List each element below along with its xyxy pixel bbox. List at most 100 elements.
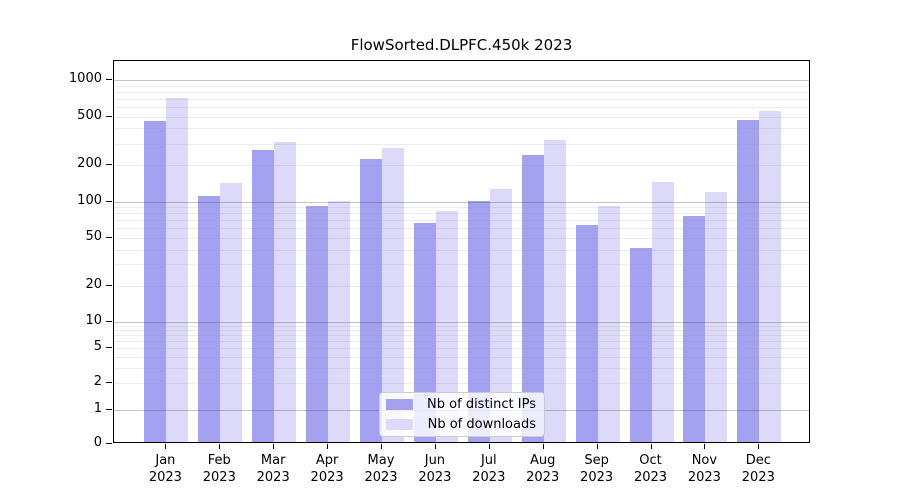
gridline-minor-20 (114, 285, 809, 287)
x-tick-mar (273, 444, 275, 449)
legend-swatch-downloads (386, 419, 413, 430)
plot-area (113, 60, 810, 443)
gridline-minor-70 (114, 220, 809, 222)
gridline-minor-5 (114, 348, 809, 350)
bar-feb-ips (198, 195, 221, 442)
bar-may-downloads (382, 148, 404, 442)
gridline-major-10 (114, 321, 809, 323)
bar-oct-downloads (651, 181, 674, 442)
bar-sep-downloads (597, 205, 620, 442)
x-tick-label-jan: Jan 2023 (148, 453, 182, 485)
gridline-minor-200 (114, 165, 809, 167)
gridline-minor-30 (114, 264, 809, 266)
legend-item-downloads: Nb of downloads (380, 417, 544, 433)
y-tick-0 (106, 443, 112, 444)
x-tick-label-feb: Feb 2023 (202, 453, 236, 485)
y-tick-label-1: 1 (93, 400, 102, 416)
x-tick-nov (704, 444, 706, 449)
gridline-minor-500 (114, 116, 809, 118)
y-tick-label-0: 0 (93, 435, 102, 450)
chart-title: FlowSorted.DLPFC.450k 2023 (350, 36, 573, 54)
gridline-minor-8 (114, 330, 809, 332)
legend-item-distinct-ips: Nb of distinct IPs (380, 397, 544, 413)
x-tick-jul (488, 444, 490, 449)
y-tick-200 (106, 164, 112, 166)
y-tick-1000 (106, 79, 112, 80)
gridline-minor-40 (114, 249, 809, 251)
bar-mar-ips (252, 150, 275, 442)
x-tick-jun (434, 444, 436, 449)
y-tick-label-1000: 1000 (68, 71, 102, 86)
x-tick-apr (327, 444, 329, 449)
legend-label-downloads: Nb of downloads (427, 417, 536, 432)
bar-aug-downloads (543, 140, 566, 442)
y-tick-1 (106, 408, 112, 410)
legend-label-distinct-ips: Nb of distinct IPs (427, 397, 536, 412)
x-tick-jan (165, 444, 167, 449)
gridline-minor-900 (114, 85, 809, 87)
y-tick-label-5: 5 (93, 339, 102, 355)
y-tick-label-2: 2 (93, 374, 102, 390)
x-tick-may (381, 444, 382, 449)
gridline-minor-700 (114, 98, 809, 100)
gridline-major-1000 (114, 80, 809, 81)
legend: Nb of distinct IPs Nb of downloads (379, 392, 545, 437)
bar-oct-ips (629, 247, 652, 442)
gridline-minor-4 (114, 356, 809, 358)
y-tick-100 (106, 200, 112, 202)
x-tick-feb (219, 444, 221, 449)
y-tick-label-500: 500 (77, 107, 102, 123)
gridline-minor-9 (114, 325, 809, 327)
bar-apr-downloads (328, 201, 351, 442)
y-tick-2 (106, 382, 112, 384)
bar-mar-downloads (274, 141, 297, 442)
y-tick-500 (106, 115, 112, 117)
y-tick-10 (106, 320, 112, 322)
x-tick-oct (650, 444, 652, 449)
bar-jun-downloads (435, 211, 458, 442)
y-tick-label-50: 50 (85, 228, 102, 244)
x-tick-label-dec: Dec 2023 (741, 453, 775, 485)
bar-dec-ips (737, 119, 760, 442)
y-tick-50 (106, 236, 112, 238)
x-tick-aug (542, 444, 544, 449)
y-tick-label-10: 10 (85, 312, 102, 328)
gridline-minor-800 (114, 91, 809, 93)
gridline-minor-50 (114, 237, 809, 239)
gridline-minor-300 (114, 143, 809, 145)
gridline-minor-90 (114, 207, 809, 209)
x-tick-label-may: May 2023 (364, 453, 398, 485)
y-tick-20 (106, 284, 112, 286)
bar-aug-ips (521, 154, 544, 442)
bar-jan-downloads (166, 97, 189, 442)
bar-sep-ips (575, 224, 598, 442)
bar-may-ips (360, 158, 382, 442)
gridline-minor-2 (114, 383, 809, 385)
gridline-minor-7 (114, 335, 809, 337)
gridline-minor-80 (114, 213, 809, 215)
x-tick-label-jul: Jul 2023 (472, 453, 506, 485)
bar-nov-ips (683, 216, 706, 442)
legend-swatch-distinct-ips (386, 399, 413, 410)
x-tick-label-nov: Nov 2023 (687, 453, 721, 485)
x-tick-dec (758, 444, 760, 449)
x-tick-label-apr: Apr 2023 (310, 453, 344, 485)
x-tick-label-jun: Jun 2023 (418, 453, 452, 485)
gridline-major-100 (114, 201, 809, 203)
bar-jul-downloads (489, 188, 512, 442)
gridline-minor-600 (114, 107, 809, 108)
gridline-minor-3 (114, 367, 809, 369)
gridline-minor-60 (114, 228, 809, 230)
gridline-minor-400 (114, 128, 809, 130)
bar-feb-downloads (220, 183, 243, 442)
y-tick-label-100: 100 (77, 192, 102, 208)
bar-nov-downloads (705, 191, 728, 442)
x-tick-label-mar: Mar 2023 (256, 453, 290, 485)
bar-apr-ips (306, 205, 329, 442)
y-tick-label-20: 20 (85, 276, 102, 292)
y-tick-label-200: 200 (77, 156, 102, 172)
bar-jul-ips (467, 201, 490, 442)
x-tick-sep (596, 444, 598, 449)
x-tick-label-oct: Oct 2023 (633, 453, 668, 485)
